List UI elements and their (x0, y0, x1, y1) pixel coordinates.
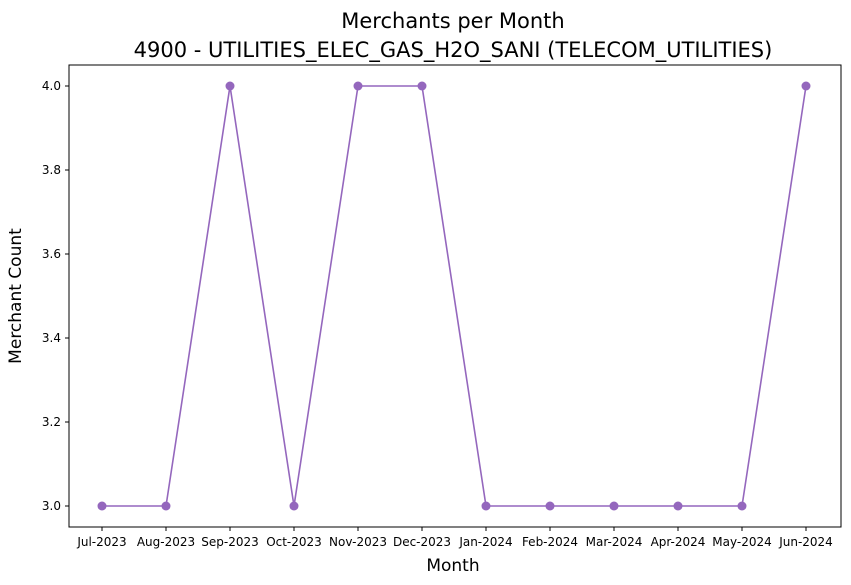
chart-subtitle: 4900 - UTILITIES_ELEC_GAS_H2O_SANI (TELE… (134, 38, 773, 63)
plot-area (68, 64, 842, 528)
x-axis: Jul-2023 Aug-2023 Sep-2023 Oct-2023 Nov-2023… (76, 527, 833, 549)
x-tick-label: Jun-2024 (778, 535, 833, 549)
y-tick-label: 4.0 (42, 79, 61, 93)
data-point (609, 501, 619, 511)
data-point (673, 501, 683, 511)
y-tick-label: 3.6 (42, 247, 61, 261)
x-tick-label: Mar-2024 (586, 535, 643, 549)
series-layer (97, 81, 811, 511)
y-tick-label: 3.4 (42, 331, 61, 345)
x-axis-label: Month (426, 556, 479, 576)
data-point (97, 501, 107, 511)
x-tick-label: Jul-2023 (76, 535, 126, 549)
series-line (102, 85, 807, 507)
y-axis-label: Merchant Count (6, 228, 26, 364)
x-tick-label: May-2024 (712, 535, 771, 549)
x-tick-label: Sep-2023 (201, 535, 259, 549)
x-tick-label: Apr-2024 (651, 535, 706, 549)
y-tick-label: 3.0 (42, 499, 61, 513)
data-point (737, 501, 747, 511)
x-tick-label: Oct-2023 (266, 535, 322, 549)
data-point (545, 501, 555, 511)
x-tick-label: Jan-2024 (458, 535, 512, 549)
y-axis: 3.0 3.2 3.4 3.6 3.8 4.0 (42, 79, 69, 513)
chart-title: Merchants per Month (341, 9, 564, 33)
data-point (481, 501, 491, 511)
data-point (417, 81, 427, 91)
data-point (225, 81, 235, 91)
x-tick-label: Nov-2023 (329, 535, 387, 549)
y-tick-label: 3.8 (42, 163, 61, 177)
x-tick-label: Aug-2023 (137, 535, 195, 549)
x-tick-label: Feb-2024 (522, 535, 578, 549)
data-point (801, 81, 811, 91)
y-tick-label: 3.2 (42, 415, 61, 429)
data-point (161, 501, 171, 511)
data-point (289, 501, 299, 511)
data-point (353, 81, 363, 91)
x-tick-label: Dec-2023 (393, 535, 451, 549)
